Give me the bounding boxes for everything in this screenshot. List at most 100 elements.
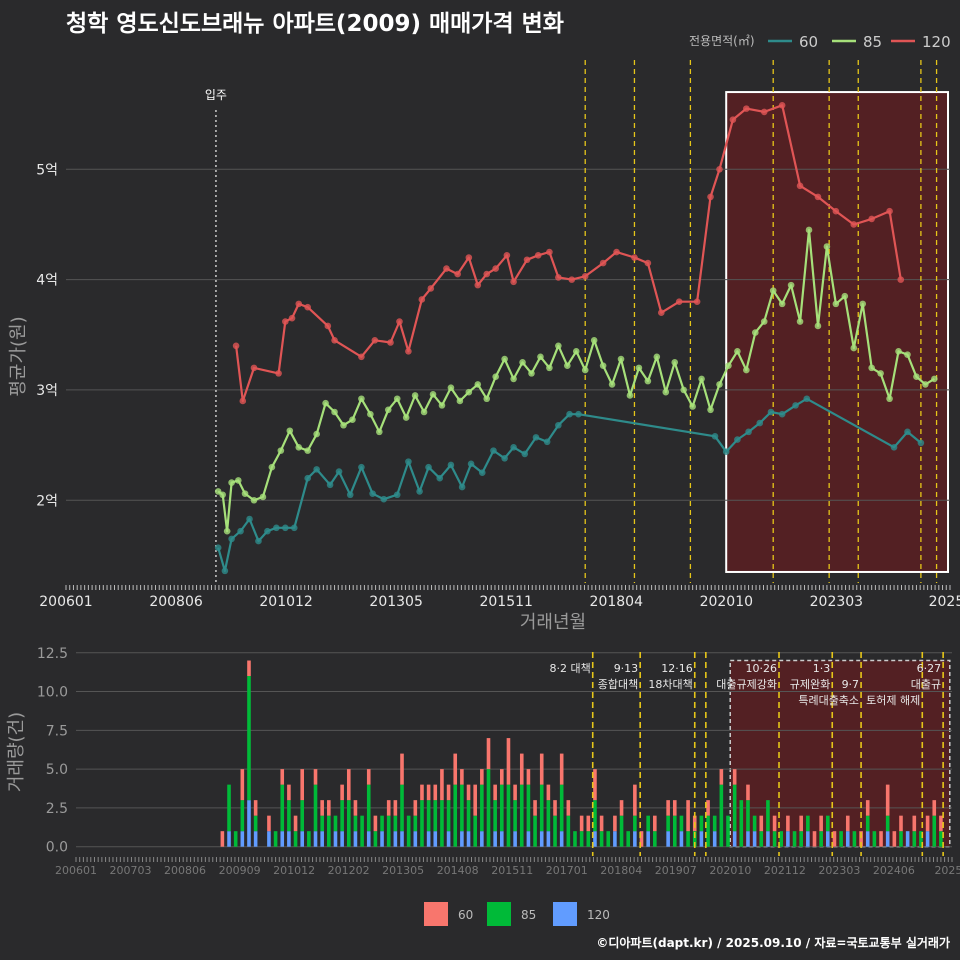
x-tick-label: 201305 [382,864,424,877]
bar-85 [293,831,298,847]
bar-60 [366,769,371,785]
data-point-60 [566,410,573,418]
x-tick-label: 201804 [600,864,642,877]
data-point-85 [393,395,401,403]
data-point-85 [653,353,661,361]
data-point-60 [575,410,582,418]
bar-85 [307,831,311,847]
data-point-120 [483,270,491,278]
bar-120 [513,831,517,847]
data-point-85 [886,395,893,403]
data-point-85 [546,364,553,372]
data-point-85 [483,395,491,403]
data-point-85 [277,447,285,454]
data-point-60 [711,432,719,440]
x-tick-label: 200703 [110,864,152,877]
y-tick-label: 10.0 [37,685,68,701]
bar-85 [672,815,677,847]
bar-85 [586,831,591,847]
data-point-85 [219,491,226,499]
bar-120 [366,831,371,847]
data-point-120 [523,256,531,264]
data-point-120 [631,254,638,261]
data-point-60 [246,515,253,523]
data-point-85 [796,318,804,325]
bar-120 [526,831,531,847]
policy-annotation: 1·3 [813,662,831,675]
bar-85 [699,815,704,832]
bar-60 [619,800,624,816]
bar-120 [746,831,750,847]
x-tick-label: 202303 [810,594,863,610]
data-point-60 [734,436,741,443]
bar-85 [373,831,378,847]
data-point-60 [255,537,262,545]
bar-60 [340,784,344,801]
bar-120 [253,831,258,847]
bar-60 [559,753,564,785]
bar-85 [606,831,611,847]
legend-label-120: 120 [922,33,951,51]
bar-60 [613,815,617,832]
bar-85 [692,831,697,847]
bar-85 [253,815,258,832]
bar-85 [566,815,571,847]
bar-85 [413,815,418,832]
y-tick-label: 5.0 [46,762,68,778]
data-point-85 [680,386,687,394]
data-point-120 [568,276,576,283]
bar-85 [593,800,597,832]
x-tick-label: 202010 [709,864,751,877]
bar-85 [380,815,384,832]
bar-85 [626,831,631,847]
y-tick-label: 2억 [36,493,58,509]
policy-annotation: 규제완화 [790,678,830,691]
bar-60 [692,815,697,832]
data-point-120 [850,221,858,228]
bar-120 [593,831,597,847]
bar-85 [466,800,471,832]
bar-60 [832,831,837,847]
policy-annotation: 10·26 [746,662,778,675]
bar-85 [533,815,537,847]
x-tick-label: 200806 [164,864,206,877]
bar-85 [333,815,338,832]
legend-label-60: 60 [799,33,818,51]
bar-85 [233,831,238,847]
bar-85 [546,800,551,832]
bar-85 [280,784,285,832]
bar-120 [633,831,637,847]
bar-120 [752,831,757,847]
bar-60 [653,815,657,832]
bar-85 [712,815,717,832]
bar-85 [386,815,391,847]
bar-85 [619,815,624,847]
data-point-85 [456,397,464,405]
data-point-85 [913,373,920,380]
bar-85 [686,831,690,847]
bar-85 [493,800,497,832]
data-point-120 [418,296,426,303]
bar-85 [792,831,797,847]
bar-85 [679,815,684,832]
bar-60 [287,784,291,801]
bar-60 [493,784,497,801]
bar-60 [539,753,544,785]
data-point-85 [581,366,589,374]
data-point-85 [286,427,294,435]
bar-85 [726,815,730,847]
data-point-60 [221,567,229,575]
bar-85 [599,831,604,847]
data-point-120 [282,318,289,325]
x-tick-label: 202112 [764,864,806,877]
x-tick-label: 202406 [873,864,915,877]
bar-60 [786,815,790,832]
x-axis-label: 거래년월 [520,612,586,633]
data-point-85 [617,355,625,363]
bar-120 [546,831,551,847]
bar-60 [706,800,710,816]
bar-60 [772,815,777,832]
data-point-120 [239,397,247,405]
data-point-85 [769,287,777,294]
